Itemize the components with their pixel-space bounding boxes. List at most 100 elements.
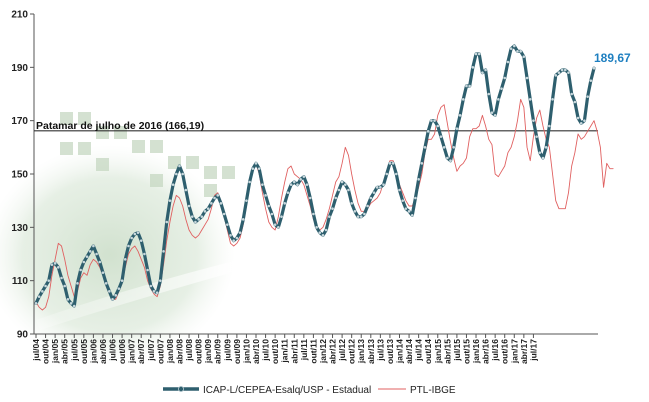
background-artwork [0, 112, 359, 365]
data-point-icap [127, 244, 130, 248]
data-point-icap [417, 178, 420, 181]
x-tick-label: jan/08 [165, 339, 175, 364]
data-point-icap [328, 215, 331, 218]
data-point-icap [398, 188, 401, 192]
data-point-icap [101, 271, 105, 274]
data-point-icap [206, 207, 210, 210]
data-point-icap [190, 215, 194, 218]
data-point-icap [589, 79, 593, 82]
x-tick-label: abr/14 [404, 339, 414, 364]
data-point-icap [165, 220, 169, 224]
data-point-icap [267, 204, 271, 208]
data-point-icap [420, 162, 424, 165]
data-point-icap [184, 188, 188, 192]
x-tick-label: jul/04 [31, 339, 41, 362]
data-point-icap [436, 124, 440, 128]
data-point-icap [286, 191, 290, 194]
data-point-icap [465, 84, 468, 88]
data-point-icap [159, 279, 162, 282]
y-tick-label: 90 [17, 330, 29, 341]
data-point-icap [171, 183, 175, 186]
x-tick-label: jul/08 [184, 339, 194, 362]
x-tick-label: jul/16 [490, 339, 500, 362]
y-tick-label: 150 [11, 170, 28, 181]
data-point-icap [544, 146, 548, 149]
data-point-icap [525, 76, 529, 80]
data-point-icap [312, 212, 315, 216]
data-point-icap [458, 114, 462, 117]
data-point-icap [34, 302, 38, 305]
data-point-icap [359, 215, 363, 218]
data-point-icap [343, 183, 347, 186]
data-point-icap [340, 180, 344, 184]
y-tick-label: 110 [12, 276, 29, 287]
data-point-icap [423, 146, 427, 149]
y-axis-ticks: 90 110 130 150 170 190 210 [11, 10, 34, 341]
data-point-icap [162, 250, 165, 253]
data-point-icap [481, 71, 484, 74]
x-tick-label: jul/10 [261, 339, 271, 362]
data-point-icap [123, 258, 127, 261]
data-point-icap [69, 302, 73, 305]
data-point-icap [404, 207, 408, 210]
data-point-icap [484, 68, 487, 72]
x-tick-label: out/16 [500, 339, 510, 364]
x-tick-label: jul/13 [375, 339, 385, 362]
x-tick-label: jan/11 [280, 339, 290, 364]
legend-item-icap: ICAP-L/CEPEA-Esalq/USP - Estadual [163, 385, 371, 396]
data-point-icap [385, 172, 389, 176]
data-point-icap [111, 298, 114, 301]
data-point-icap [337, 188, 341, 192]
x-tick-label: jan/09 [203, 339, 213, 364]
x-tick-label: abr/06 [98, 339, 108, 364]
x-tick-label: abr/07 [136, 339, 146, 364]
data-point-icap [155, 291, 159, 294]
x-tick-label: jan/13 [356, 339, 366, 364]
data-point-icap [76, 282, 79, 285]
data-point-icap [92, 244, 95, 248]
x-tick-label: out/10 [270, 339, 280, 364]
data-point-icap [522, 55, 526, 58]
data-point-icap [356, 215, 360, 218]
data-point-icap [538, 151, 542, 154]
data-point-icap [407, 210, 411, 213]
data-point-icap [512, 44, 516, 48]
data-point-icap [382, 183, 385, 186]
data-point-icap [324, 228, 328, 232]
data-point-icap [395, 172, 398, 176]
data-point-icap [468, 84, 471, 88]
data-point-icap [194, 220, 197, 224]
data-point-icap [347, 188, 350, 192]
data-point-icap [366, 204, 369, 208]
data-point-icap [79, 268, 82, 272]
legend-label-icap: ICAP-L/CEPEA-Esalq/USP - Estadual [203, 385, 371, 396]
data-point-icap [213, 196, 216, 200]
data-point-icap [439, 135, 443, 138]
data-point-icap [493, 114, 497, 117]
data-point-icap [139, 239, 143, 242]
data-point-icap [232, 239, 235, 242]
data-point-icap [280, 215, 283, 218]
y-tick-label: 130 [11, 223, 28, 234]
x-tick-label: abr/16 [481, 339, 491, 364]
data-point-icap [500, 87, 503, 90]
data-point-icap [570, 92, 573, 96]
data-point-icap [88, 250, 92, 253]
data-point-icap [37, 295, 41, 298]
data-point-icap [474, 52, 478, 56]
data-point-icap [261, 183, 264, 186]
data-point-icap [143, 252, 146, 256]
y-tick-label: 170 [11, 116, 28, 127]
data-point-icap [548, 124, 551, 128]
data-point-icap [446, 156, 449, 160]
x-tick-label: jan/16 [471, 339, 481, 364]
x-tick-label: jan/10 [241, 339, 251, 364]
data-point-icap [551, 98, 554, 101]
data-point-icap [308, 196, 312, 200]
data-point-icap [564, 68, 567, 72]
data-point-icap [44, 284, 47, 288]
data-point-icap [277, 226, 280, 229]
data-point-icap [117, 287, 121, 290]
data-point-icap [532, 119, 535, 122]
data-point-icap [426, 130, 430, 133]
